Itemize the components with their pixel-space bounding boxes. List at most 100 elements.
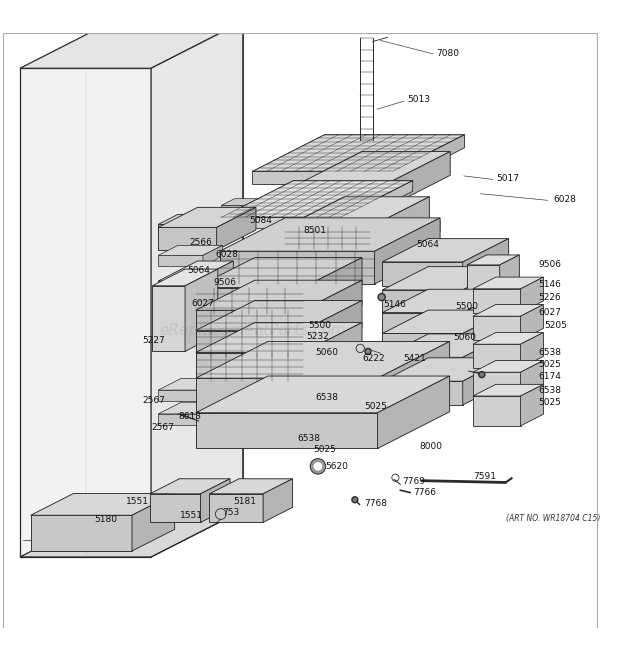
Polygon shape (196, 330, 303, 358)
Polygon shape (383, 239, 508, 262)
Polygon shape (196, 310, 303, 335)
Text: 5017: 5017 (497, 174, 520, 183)
Polygon shape (303, 151, 450, 182)
Polygon shape (221, 180, 413, 217)
Polygon shape (467, 265, 500, 319)
Circle shape (314, 463, 322, 470)
Polygon shape (216, 208, 256, 250)
Text: 1551: 1551 (126, 497, 149, 506)
Polygon shape (463, 239, 508, 286)
Polygon shape (153, 269, 218, 286)
Polygon shape (303, 182, 391, 206)
Polygon shape (473, 344, 521, 368)
Polygon shape (383, 334, 463, 358)
Polygon shape (379, 348, 432, 384)
Polygon shape (473, 289, 521, 313)
Polygon shape (20, 22, 243, 68)
Polygon shape (158, 208, 256, 227)
Polygon shape (473, 316, 521, 340)
Polygon shape (303, 280, 362, 335)
Text: 6028: 6028 (215, 251, 238, 259)
Polygon shape (303, 323, 362, 381)
Polygon shape (153, 286, 185, 352)
Polygon shape (219, 254, 374, 265)
Polygon shape (30, 494, 175, 515)
Text: 7766: 7766 (414, 488, 436, 497)
Text: 2566: 2566 (190, 238, 213, 247)
Polygon shape (132, 494, 175, 551)
Text: 8000: 8000 (419, 442, 442, 451)
Text: 5084: 5084 (249, 215, 272, 225)
Polygon shape (463, 334, 508, 381)
Text: 5025: 5025 (538, 397, 561, 407)
Polygon shape (254, 199, 267, 212)
Polygon shape (521, 305, 544, 340)
Polygon shape (378, 342, 450, 411)
Polygon shape (285, 197, 430, 227)
Text: 6027: 6027 (192, 299, 215, 308)
Text: 6174: 6174 (538, 372, 561, 381)
Text: 5025: 5025 (365, 403, 388, 411)
Polygon shape (158, 281, 194, 314)
Text: 5226: 5226 (538, 293, 561, 302)
Polygon shape (340, 180, 413, 228)
Text: 5146: 5146 (538, 280, 561, 288)
Polygon shape (158, 390, 209, 401)
Polygon shape (383, 334, 508, 358)
Polygon shape (158, 214, 223, 225)
Polygon shape (209, 378, 232, 401)
Polygon shape (463, 290, 508, 335)
Polygon shape (500, 255, 520, 319)
Polygon shape (196, 301, 362, 330)
Polygon shape (305, 375, 379, 384)
Text: 6538: 6538 (315, 393, 338, 402)
Circle shape (310, 459, 326, 474)
Polygon shape (158, 245, 223, 255)
Polygon shape (473, 372, 521, 396)
Polygon shape (20, 68, 151, 557)
Text: 2567: 2567 (142, 397, 165, 405)
Circle shape (352, 497, 358, 503)
Polygon shape (209, 403, 232, 424)
Polygon shape (196, 376, 450, 412)
Polygon shape (374, 221, 440, 265)
Polygon shape (158, 255, 203, 266)
Polygon shape (263, 479, 293, 522)
Polygon shape (473, 396, 521, 426)
Polygon shape (158, 378, 232, 390)
Polygon shape (210, 494, 263, 522)
Text: 7768: 7768 (365, 499, 388, 508)
Polygon shape (158, 414, 209, 424)
Polygon shape (370, 197, 430, 249)
Polygon shape (158, 261, 233, 281)
Text: 5146: 5146 (384, 300, 406, 309)
Text: 5500: 5500 (308, 321, 331, 330)
Circle shape (479, 371, 485, 377)
Text: 5025: 5025 (314, 446, 337, 454)
Polygon shape (196, 352, 303, 381)
Text: 5232: 5232 (306, 332, 329, 341)
Polygon shape (383, 358, 463, 381)
Text: 6027: 6027 (538, 308, 561, 317)
Polygon shape (196, 342, 450, 378)
Text: 7769: 7769 (402, 477, 425, 486)
Polygon shape (473, 385, 544, 396)
Polygon shape (521, 360, 544, 396)
Polygon shape (150, 479, 230, 494)
Text: 9506: 9506 (214, 278, 237, 288)
Polygon shape (200, 479, 230, 522)
Text: 6538: 6538 (538, 385, 562, 395)
FancyArrowPatch shape (180, 414, 193, 419)
Text: 1551: 1551 (180, 511, 203, 520)
Polygon shape (210, 479, 293, 494)
Polygon shape (203, 214, 223, 235)
Polygon shape (521, 385, 544, 426)
Polygon shape (203, 245, 223, 266)
Polygon shape (219, 251, 374, 284)
Polygon shape (392, 135, 464, 184)
Text: 5180: 5180 (94, 515, 117, 524)
Polygon shape (521, 277, 544, 313)
Text: 5060: 5060 (315, 348, 338, 357)
Text: 5025: 5025 (538, 360, 561, 369)
Text: 8501: 8501 (303, 226, 326, 235)
